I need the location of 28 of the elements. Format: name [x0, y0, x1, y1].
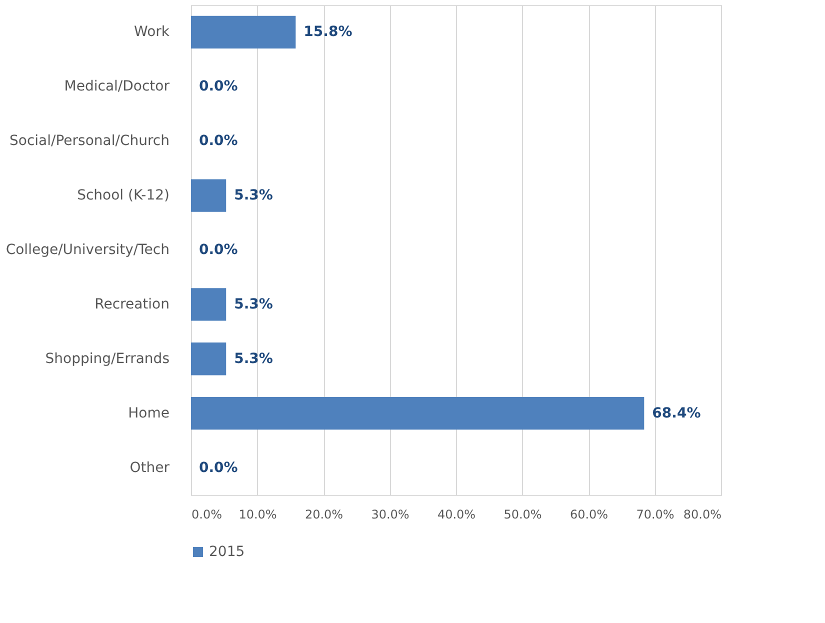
y-tick-label: School (K-12)	[77, 188, 170, 204]
data-label: 68.4%	[652, 405, 701, 422]
y-tick-label: Other	[130, 460, 170, 476]
x-tick-label: 70.0%	[636, 508, 674, 522]
data-label: 5.3%	[234, 188, 273, 204]
data-label: 5.3%	[234, 350, 273, 367]
y-tick-label: Medical/Doctor	[64, 78, 170, 95]
y-tick-label: Home	[128, 405, 170, 422]
x-tick-label: 60.0%	[570, 508, 608, 522]
x-tick-label: 20.0%	[304, 508, 344, 522]
data-label: 5.3%	[234, 296, 273, 312]
x-tick-label: 50.0%	[504, 508, 542, 522]
x-tick-label: 80.0%	[683, 508, 722, 522]
y-tick-label: Social/Personal/Church	[10, 133, 170, 150]
y-tick-label: Shopping/Errands	[45, 350, 170, 367]
x-tick-label: 30.0%	[371, 508, 410, 522]
y-tick-label: Work	[134, 24, 170, 40]
x-tick-label: 10.0%	[238, 508, 277, 522]
legend-label: 2015	[209, 544, 245, 560]
data-label: 0.0%	[199, 78, 238, 95]
x-tick-label: 40.0%	[437, 508, 476, 522]
data-label: 15.8%	[304, 24, 352, 40]
x-tick-label: 0.0%	[192, 508, 222, 522]
y-tick-label: Recreation	[94, 296, 170, 312]
data-label: 0.0%	[199, 460, 238, 476]
data-label: 0.0%	[199, 242, 238, 258]
data-label: 0.0%	[199, 133, 238, 150]
y-tick-label: College/University/Tech	[6, 242, 170, 258]
